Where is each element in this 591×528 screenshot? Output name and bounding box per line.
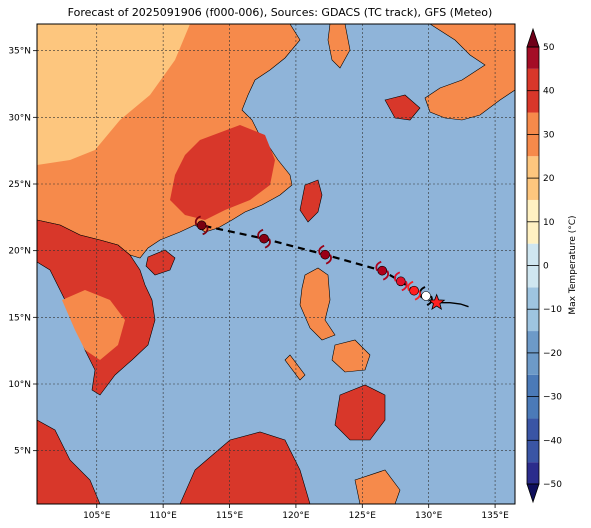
cyclone-symbol-icon bbox=[194, 215, 209, 236]
map-title: Forecast of 2025091906 (f000-006), Sourc… bbox=[67, 6, 493, 19]
colorbar-tick-label: 30 bbox=[543, 130, 555, 140]
cyclone-symbol-icon bbox=[394, 271, 408, 292]
colorbar-tick-label: 10 bbox=[543, 218, 555, 228]
colorbar-max-extend bbox=[526, 27, 540, 48]
land-visayas bbox=[331, 339, 371, 373]
lon-tick-label: 115°E bbox=[216, 511, 244, 521]
lat-tick-label: 25°N bbox=[8, 180, 31, 190]
land-luzon bbox=[299, 267, 336, 341]
colorbar-min-extend bbox=[526, 483, 540, 504]
colorbar-label: Max Temperature (°C) bbox=[568, 215, 578, 314]
colorbar-tick-label: −20 bbox=[543, 349, 562, 359]
cyclone-symbol-icon bbox=[257, 228, 271, 249]
land-japan-south bbox=[384, 94, 421, 121]
lat-tick-label: 30°N bbox=[8, 113, 31, 123]
land-malay bbox=[37, 419, 101, 504]
land-china-dark bbox=[170, 125, 275, 220]
lat-tick-label: 35°N bbox=[8, 47, 31, 57]
colorbar-tick-label: 0 bbox=[543, 262, 549, 272]
cyclone-symbol-icon bbox=[375, 260, 389, 281]
colorbar-segment bbox=[527, 462, 539, 484]
lon-tick-label: 125°E bbox=[349, 511, 377, 521]
colorbar-tick-label: 50 bbox=[543, 43, 555, 53]
colorbar-tick-label: −10 bbox=[543, 305, 562, 315]
land-mindanao bbox=[334, 384, 386, 441]
lon-tick-label: 135°E bbox=[481, 511, 509, 521]
lat-tick-label: 5°N bbox=[14, 447, 31, 457]
tc-track bbox=[194, 215, 469, 311]
colorbar: −50 −40 −30 −20 −10 0 10 20 30 40 50 bbox=[526, 27, 562, 504]
forecast-track-line bbox=[201, 224, 438, 304]
cyclone-symbol-icon bbox=[318, 244, 332, 265]
lat-tick-label: 15°N bbox=[8, 313, 31, 323]
current-position-star-icon bbox=[427, 293, 446, 311]
map-frame bbox=[36, 23, 516, 505]
colorbar-tick-label: 20 bbox=[543, 174, 555, 184]
colorbar-tick-label: 40 bbox=[543, 87, 555, 97]
land-borneo bbox=[179, 431, 311, 504]
lon-tick-label: 110°E bbox=[149, 511, 177, 521]
land-korea bbox=[327, 24, 351, 69]
longitude-ticks: 105°E 110°E 115°E 120°E 125°E 130°E 135°E bbox=[83, 504, 509, 521]
colorbar-segment bbox=[527, 47, 539, 69]
colorbar-tick-label: −50 bbox=[543, 480, 562, 490]
colorbar-tick-label: −40 bbox=[543, 436, 562, 446]
land-sulawesi bbox=[354, 469, 401, 504]
land-japan bbox=[424, 24, 515, 121]
land-palawan bbox=[284, 354, 306, 381]
land-taiwan bbox=[299, 179, 323, 223]
lon-tick-label: 120°E bbox=[282, 511, 310, 521]
land-china-cool bbox=[37, 24, 190, 165]
land-indochina-light bbox=[62, 290, 125, 360]
latitude-ticks: 5°N 10°N 15°N 20°N 25°N 30°N 35°N bbox=[8, 47, 37, 457]
past-track-line bbox=[436, 301, 469, 308]
colorbar-tick-label: −30 bbox=[543, 393, 562, 403]
lon-tick-label: 105°E bbox=[83, 511, 111, 521]
lat-tick-label: 20°N bbox=[8, 247, 31, 257]
land-hainan bbox=[145, 249, 176, 276]
lat-tick-label: 10°N bbox=[8, 380, 31, 390]
cyclone-symbol-icon bbox=[407, 280, 421, 301]
lon-tick-label: 130°E bbox=[415, 511, 443, 521]
